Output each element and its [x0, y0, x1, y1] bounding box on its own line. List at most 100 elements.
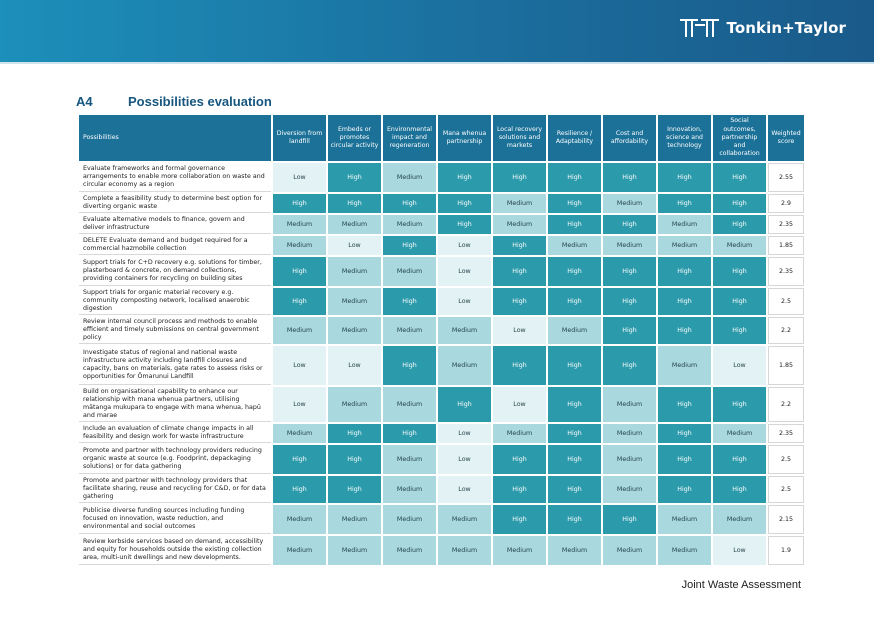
- rating-cell: High: [713, 387, 766, 422]
- possibility-description: Publicise diverse funding sources includ…: [79, 505, 271, 534]
- column-header: Environmental impact and regeneration: [383, 115, 436, 161]
- possibility-description: Investigate status of regional and natio…: [79, 346, 271, 385]
- rating-cell: High: [713, 215, 766, 234]
- rating-cell: Low: [328, 346, 381, 385]
- weighted-score: 2.9: [768, 194, 804, 213]
- rating-cell: Medium: [383, 387, 436, 422]
- rating-cell: High: [658, 476, 711, 503]
- rating-cell: Medium: [603, 445, 656, 474]
- rating-cell: Medium: [603, 476, 656, 503]
- rating-cell: High: [548, 257, 601, 286]
- rating-cell: Medium: [328, 288, 381, 315]
- table-row: Support trials for C+D recovery e.g. sol…: [79, 257, 804, 286]
- rating-cell: Medium: [438, 536, 491, 565]
- rating-cell: Medium: [493, 215, 546, 234]
- header-divider: [0, 62, 874, 64]
- rating-cell: Medium: [658, 536, 711, 565]
- rating-cell: Low: [273, 387, 326, 422]
- column-header: Social outcomes, partnership and collabo…: [713, 115, 766, 161]
- rating-cell: Medium: [658, 236, 711, 255]
- rating-cell: Low: [438, 445, 491, 474]
- rating-cell: Low: [438, 236, 491, 255]
- rating-cell: High: [713, 476, 766, 503]
- rating-cell: Medium: [328, 536, 381, 565]
- rating-cell: High: [713, 317, 766, 344]
- column-header: Cost and affordability: [603, 115, 656, 161]
- rating-cell: Medium: [328, 505, 381, 534]
- table-row: Build on organisational capability to en…: [79, 387, 804, 422]
- rating-cell: High: [383, 346, 436, 385]
- rating-cell: High: [548, 215, 601, 234]
- section-title: Possibilities evaluation: [128, 94, 272, 109]
- possibility-description: Evaluate alternative models to finance, …: [79, 215, 271, 234]
- weighted-score: 2.2: [768, 317, 804, 344]
- section-number: A4: [76, 94, 93, 109]
- rating-cell: High: [273, 257, 326, 286]
- rating-cell: Medium: [328, 257, 381, 286]
- rating-cell: Low: [328, 236, 381, 255]
- header-band: [0, 0, 874, 62]
- rating-cell: Medium: [273, 215, 326, 234]
- rating-cell: High: [603, 346, 656, 385]
- rating-cell: Medium: [328, 215, 381, 234]
- rating-cell: Medium: [548, 317, 601, 344]
- column-header: Possibilities: [79, 115, 271, 161]
- table-body: Evaluate frameworks and formal governanc…: [79, 163, 804, 565]
- rating-cell: Medium: [713, 424, 766, 443]
- rating-cell: Medium: [603, 236, 656, 255]
- rating-cell: Low: [438, 476, 491, 503]
- brand-name: Tonkin+Taylor: [726, 19, 846, 37]
- table-row: Include an evaluation of climate change …: [79, 424, 804, 443]
- rating-cell: Medium: [603, 387, 656, 422]
- rating-cell: High: [548, 387, 601, 422]
- rating-cell: High: [493, 445, 546, 474]
- column-header: Local recovery solutions and markets: [493, 115, 546, 161]
- weighted-score: 2.15: [768, 505, 804, 534]
- possibility-description: Evaluate frameworks and formal governanc…: [79, 163, 271, 192]
- possibility-description: Review internal council process and meth…: [79, 317, 271, 344]
- weighted-score: 1.85: [768, 236, 804, 255]
- rating-cell: High: [438, 194, 491, 213]
- rating-cell: High: [658, 194, 711, 213]
- weighted-score: 2.35: [768, 257, 804, 286]
- rating-cell: Medium: [658, 505, 711, 534]
- table-row: Support trials for organic material reco…: [79, 288, 804, 315]
- rating-cell: High: [658, 257, 711, 286]
- rating-cell: High: [658, 445, 711, 474]
- rating-cell: High: [548, 288, 601, 315]
- possibility-description: Support trials for organic material reco…: [79, 288, 271, 315]
- possibility-description: Include an evaluation of climate change …: [79, 424, 271, 443]
- rating-cell: Medium: [383, 476, 436, 503]
- rating-cell: High: [493, 257, 546, 286]
- rating-cell: Medium: [383, 445, 436, 474]
- rating-cell: High: [713, 194, 766, 213]
- rating-cell: High: [438, 163, 491, 192]
- rating-cell: High: [548, 424, 601, 443]
- column-header: Innovation, science and technology: [658, 115, 711, 161]
- rating-cell: High: [273, 445, 326, 474]
- weighted-score: 2.5: [768, 445, 804, 474]
- rating-cell: Medium: [438, 317, 491, 344]
- rating-cell: Medium: [493, 194, 546, 213]
- rating-cell: High: [273, 288, 326, 315]
- rating-cell: Medium: [383, 215, 436, 234]
- rating-cell: Medium: [438, 505, 491, 534]
- rating-cell: High: [493, 476, 546, 503]
- rating-cell: High: [328, 445, 381, 474]
- rating-cell: Medium: [273, 317, 326, 344]
- rating-cell: High: [493, 236, 546, 255]
- rating-cell: Low: [273, 163, 326, 192]
- section-heading: A4 Possibilities evaluation: [76, 94, 272, 109]
- rating-cell: High: [548, 194, 601, 213]
- column-header: Weighted score: [768, 115, 804, 161]
- table-row: Promote and partner with technology prov…: [79, 476, 804, 503]
- table-row: Complete a feasibility study to determin…: [79, 194, 804, 213]
- rating-cell: Medium: [548, 236, 601, 255]
- rating-cell: High: [548, 346, 601, 385]
- rating-cell: Medium: [493, 536, 546, 565]
- table-row: Review internal council process and meth…: [79, 317, 804, 344]
- rating-cell: High: [603, 317, 656, 344]
- weighted-score: 2.35: [768, 215, 804, 234]
- rating-cell: Medium: [273, 536, 326, 565]
- weighted-score: 1.9: [768, 536, 804, 565]
